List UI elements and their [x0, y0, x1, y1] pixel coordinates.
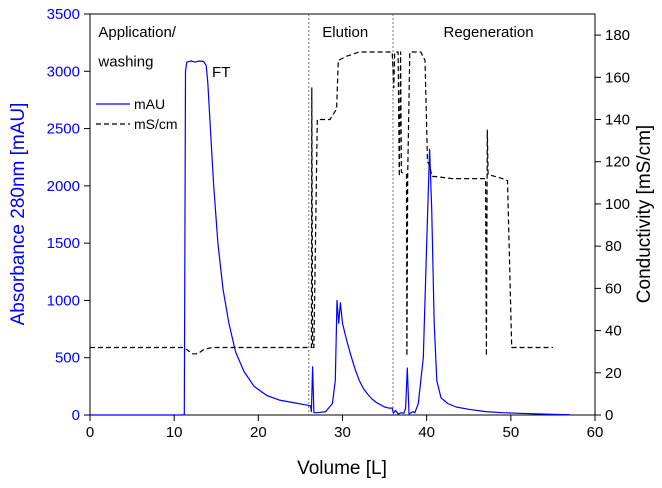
y-left-tick-label: 2500 [47, 121, 80, 138]
series-line-mScm [90, 51, 553, 357]
y-left-tick-label: 1000 [47, 292, 80, 309]
plot-frame [89, 13, 596, 416]
x-tick-label: 20 [250, 424, 267, 441]
annotation-label: Elution [322, 24, 368, 41]
y-right-tick-label: 160 [605, 69, 630, 86]
x-tick-label: 0 [86, 424, 94, 441]
y-left-tick-label: 500 [55, 350, 80, 367]
annotations: Application/washing FT Elution Regeneration [97, 24, 533, 81]
y-right-tick-label: 180 [605, 27, 630, 44]
y-axis-left-title: Absorbance 280nm [mAU] [8, 103, 29, 326]
y-right-tick-label: 60 [605, 280, 622, 297]
y-axis-right-title: Conductivity [mS/cm] [634, 125, 655, 303]
y-right-tick-label: 120 [605, 154, 630, 171]
x-tick-label: 10 [166, 424, 183, 441]
axes-layer: 0 10 20 30 40 50 60050010001500200025003000350… [47, 6, 630, 441]
y-right-tick-label: 40 [605, 323, 622, 340]
annotation-label: washing [97, 54, 153, 71]
annotation-label: Application/ [98, 24, 176, 41]
series-layer [90, 51, 570, 416]
y-left-tick-label: 1500 [47, 235, 80, 252]
annotation-label: FT [212, 64, 230, 81]
y-right-tick-label: 80 [605, 238, 622, 255]
x-tick-label: 30 [334, 424, 351, 441]
y-left-tick-label: 0 [72, 407, 80, 424]
x-tick-label: 40 [418, 424, 435, 441]
phase-dividers [308, 14, 394, 415]
x-tick-label: 50 [502, 424, 519, 441]
legend: mAU mS/cm [96, 96, 178, 132]
y-left-tick-label: 3000 [47, 63, 80, 80]
y-right-tick-label: 140 [605, 112, 630, 129]
x-tick-label: 60 [587, 424, 604, 441]
y-right-tick-label: 20 [605, 365, 622, 382]
x-axis-title: Volume [L] [297, 458, 387, 479]
annotation-label: Regeneration [444, 24, 534, 41]
legend-label-mScm: mS/cm [134, 116, 178, 132]
legend-label-mAU: mAU [134, 96, 165, 112]
y-right-tick-label: 100 [605, 196, 630, 213]
series-line-mAU [90, 60, 570, 416]
y-right-tick-label: 0 [605, 407, 613, 424]
y-left-tick-label: 2000 [47, 178, 80, 195]
y-left-tick-label: 3500 [47, 6, 80, 23]
